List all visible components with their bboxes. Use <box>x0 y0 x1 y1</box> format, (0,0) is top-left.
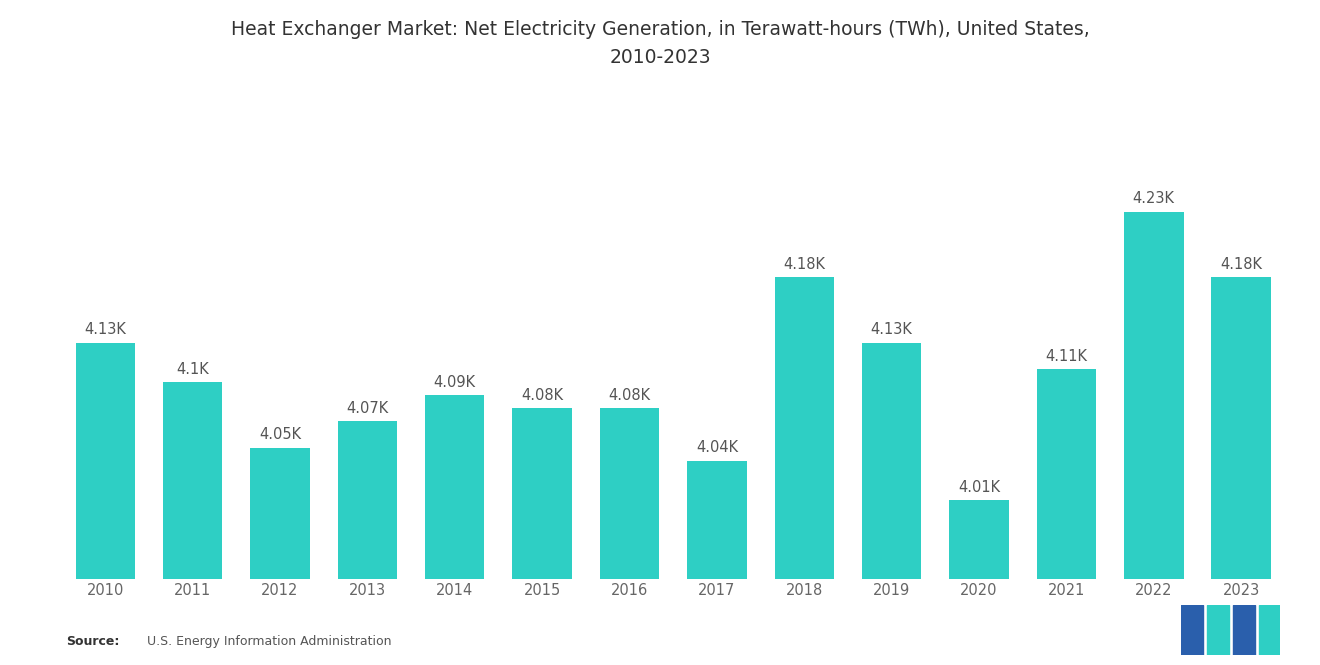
Text: 4.05K: 4.05K <box>259 428 301 442</box>
Text: 4.07K: 4.07K <box>346 401 388 416</box>
Text: 4.13K: 4.13K <box>871 323 912 337</box>
Text: 4.04K: 4.04K <box>696 440 738 456</box>
Polygon shape <box>1208 605 1229 655</box>
Polygon shape <box>1181 605 1204 655</box>
Bar <box>1036 369 1096 579</box>
Bar <box>1212 277 1271 579</box>
Bar <box>425 395 484 579</box>
Bar <box>1125 211 1184 579</box>
Text: 4.18K: 4.18K <box>783 257 825 272</box>
Bar <box>512 408 572 579</box>
Bar <box>338 422 397 579</box>
Text: U.S. Energy Information Administration: U.S. Energy Information Administration <box>139 635 391 648</box>
Text: 4.08K: 4.08K <box>521 388 564 403</box>
Text: Source:: Source: <box>66 635 119 648</box>
Bar <box>162 382 222 579</box>
Polygon shape <box>1233 605 1254 655</box>
Text: 4.13K: 4.13K <box>84 323 127 337</box>
Text: 4.18K: 4.18K <box>1220 257 1262 272</box>
Text: 4.11K: 4.11K <box>1045 348 1088 364</box>
Bar <box>862 342 921 579</box>
Text: 4.1K: 4.1K <box>177 362 209 377</box>
Text: 4.01K: 4.01K <box>958 479 1001 495</box>
Bar <box>599 408 659 579</box>
Polygon shape <box>1258 605 1280 655</box>
Bar <box>688 461 747 579</box>
Text: 4.23K: 4.23K <box>1133 192 1175 206</box>
Bar <box>251 448 310 579</box>
Text: 4.09K: 4.09K <box>434 375 475 390</box>
Bar <box>949 500 1008 579</box>
Text: Heat Exchanger Market: Net Electricity Generation, in Terawatt-hours (TWh), Unit: Heat Exchanger Market: Net Electricity G… <box>231 20 1089 67</box>
Bar <box>75 342 135 579</box>
Text: 4.08K: 4.08K <box>609 388 651 403</box>
Bar <box>775 277 834 579</box>
